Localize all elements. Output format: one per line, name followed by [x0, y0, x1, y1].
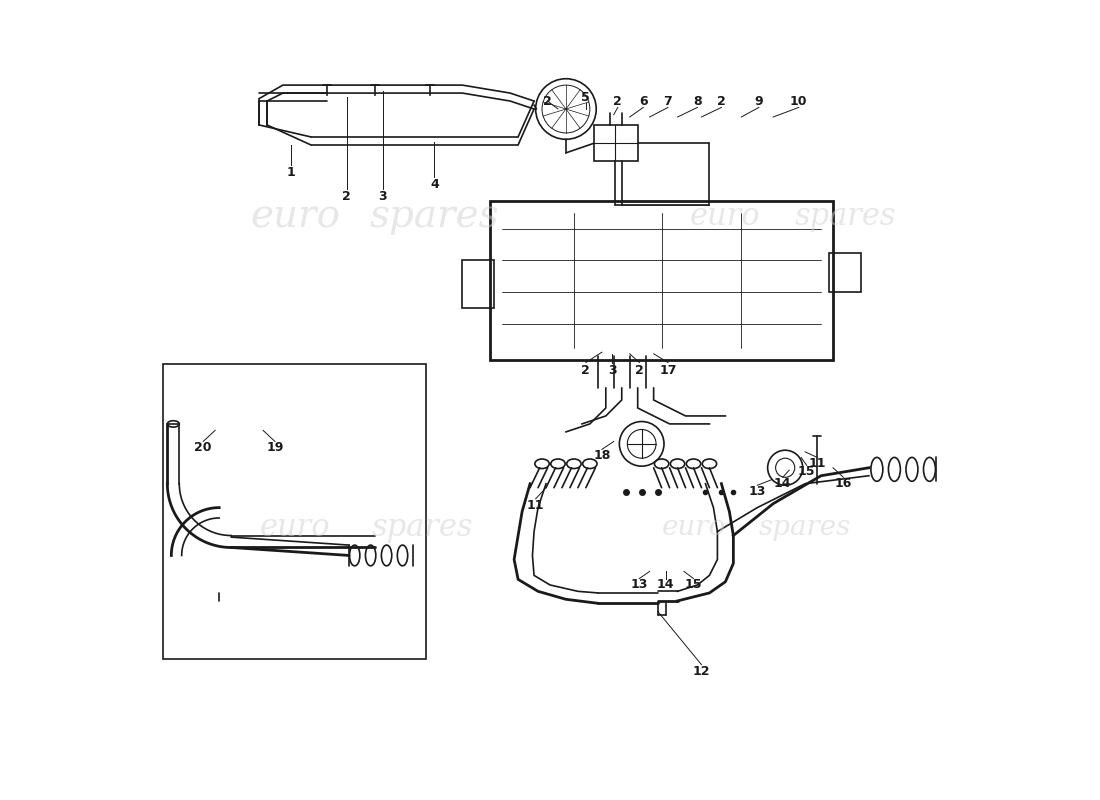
Text: 19: 19: [266, 442, 284, 454]
Text: 2: 2: [342, 190, 351, 203]
Text: 14: 14: [774, 478, 792, 490]
Text: 6: 6: [639, 94, 648, 107]
Text: spares: spares: [372, 512, 473, 543]
Text: euro: euro: [661, 514, 726, 541]
Text: euro: euro: [250, 198, 340, 235]
Text: euro: euro: [690, 201, 761, 232]
Text: spares: spares: [759, 514, 851, 541]
Text: 2: 2: [543, 94, 552, 107]
Text: 17: 17: [659, 364, 676, 377]
Text: 11: 11: [808, 458, 826, 470]
Text: 2: 2: [614, 94, 623, 107]
Text: 2: 2: [635, 364, 643, 377]
Text: 13: 13: [630, 578, 648, 591]
Text: spares: spares: [794, 201, 895, 232]
Text: 11: 11: [527, 498, 544, 512]
Text: 13: 13: [749, 485, 766, 498]
Text: 12: 12: [693, 665, 711, 678]
Text: 18: 18: [593, 450, 611, 462]
Text: 8: 8: [693, 94, 702, 107]
Text: 14: 14: [657, 578, 674, 591]
Text: 16: 16: [835, 478, 852, 490]
Text: 2: 2: [717, 94, 726, 107]
Text: 2: 2: [582, 364, 591, 377]
Text: 15: 15: [798, 466, 815, 478]
Text: 10: 10: [790, 94, 807, 107]
Text: spares: spares: [370, 198, 499, 235]
Text: euro: euro: [260, 512, 330, 543]
Text: 1: 1: [286, 166, 295, 179]
Text: 7: 7: [663, 94, 672, 107]
Text: 3: 3: [378, 190, 387, 203]
Text: 15: 15: [684, 578, 702, 591]
Text: 20: 20: [195, 442, 212, 454]
Text: 9: 9: [755, 94, 763, 107]
Text: 5: 5: [582, 90, 591, 103]
Text: 3: 3: [608, 364, 616, 377]
Text: 4: 4: [430, 178, 439, 191]
